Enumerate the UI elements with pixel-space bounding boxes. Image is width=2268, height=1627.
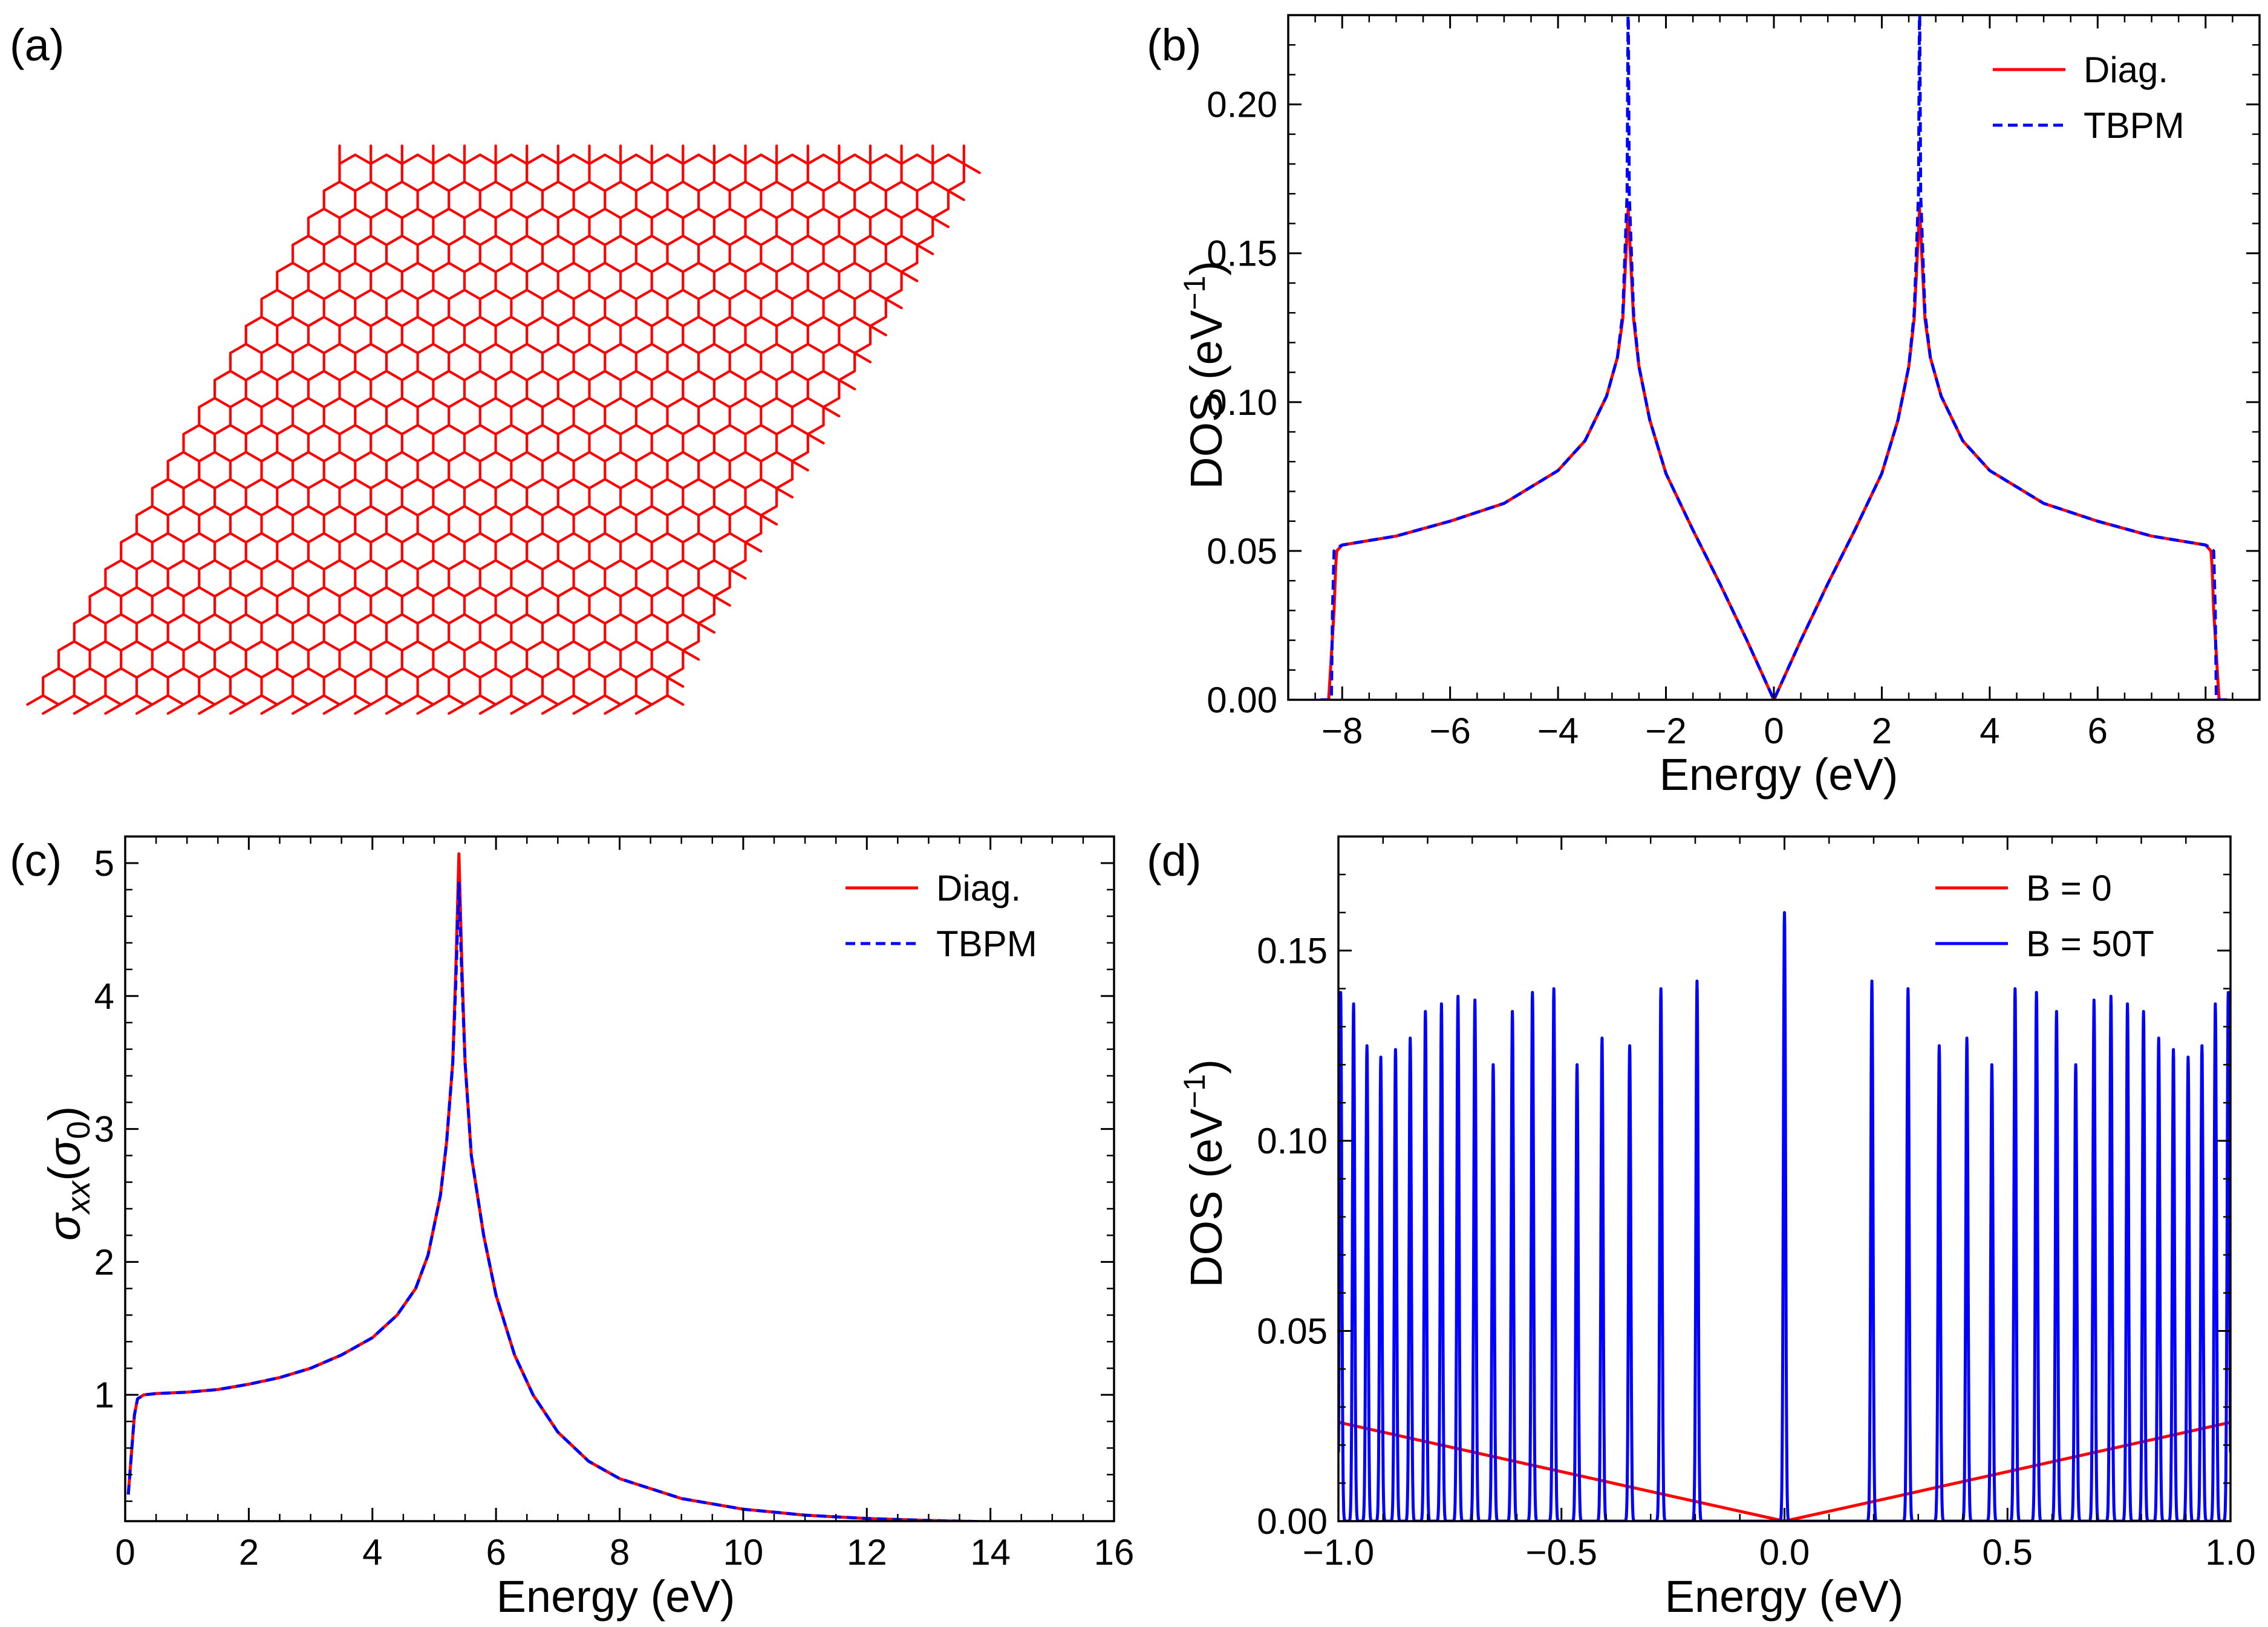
graphene-lattice xyxy=(26,144,981,715)
y-tick-label: 4 xyxy=(94,976,114,1017)
y-tick-label: 0.00 xyxy=(1257,1501,1328,1542)
x-tick-label: 0 xyxy=(115,1532,135,1573)
chart-b: Energy (eV) DOS (eV−1) Diag. TBPM −8 −6 −4 −… xyxy=(1178,14,2261,800)
chart-c: Energy (eV) σxx(σ0) Diag.TBPM 0 2 4 6 8 10 12 1… xyxy=(39,835,1135,1622)
x-tick-label: 0.0 xyxy=(1759,1532,1810,1573)
x-tick-label: −8 xyxy=(1321,711,1363,751)
series-line-tbpm xyxy=(126,881,1069,1521)
x-axis-label: Energy (eV) xyxy=(497,1571,735,1622)
series-line-b-50t xyxy=(1338,911,2231,1521)
series-line-b-0 xyxy=(1338,1421,2231,1521)
legend-label: B = 0 xyxy=(2026,868,2112,908)
x-tick-label: −6 xyxy=(1429,711,1470,751)
x-tick-label: 2 xyxy=(239,1532,259,1573)
legend-label: TBPM xyxy=(936,924,1037,964)
legend-label: B = 50T xyxy=(2026,924,2154,964)
x-axis-label: Energy (eV) xyxy=(1660,749,1898,800)
series-line-diag- xyxy=(1320,207,2227,700)
y-tick-label: 0.15 xyxy=(1207,233,1277,274)
x-tick-label: 0 xyxy=(1764,711,1784,751)
x-tick-label: 10 xyxy=(723,1532,764,1573)
y-tick-label: 3 xyxy=(94,1109,114,1150)
y-tick-label: 5 xyxy=(94,843,114,884)
panel-label-b: (b) xyxy=(1147,20,1201,70)
series-line-tbpm xyxy=(1320,15,2227,700)
y-tick-label: 0.05 xyxy=(1257,1311,1328,1352)
legend-label: Diag. xyxy=(2084,50,2168,90)
chart-d: Energy (eV) DOS (eV−1) B = 0 B = 50T −1.0… xyxy=(1178,835,2256,1622)
x-tick-label: −1.0 xyxy=(1303,1532,1374,1573)
y-tick-label: 0.05 xyxy=(1207,531,1277,572)
x-tick-label: 8 xyxy=(610,1532,630,1573)
x-tick-label: 4 xyxy=(1980,711,1999,751)
x-tick-label: 16 xyxy=(1094,1532,1135,1573)
y-tick-label: 0.15 xyxy=(1257,931,1328,971)
x-tick-label: 2 xyxy=(1872,711,1892,751)
x-tick-label: −2 xyxy=(1645,711,1686,751)
x-tick-label: 6 xyxy=(486,1532,506,1573)
y-tick-label: 0.20 xyxy=(1207,85,1277,125)
legend-label: TBPM xyxy=(2084,105,2185,146)
y-tick-label: 0.00 xyxy=(1207,680,1277,720)
x-tick-label: 0.5 xyxy=(1983,1532,2033,1573)
panel-label-a: (a) xyxy=(10,20,64,70)
y-tick-label: 2 xyxy=(94,1242,114,1282)
x-tick-label: 14 xyxy=(970,1532,1011,1573)
y-axis-label: σxx(σ0) xyxy=(39,1106,97,1241)
legend-label: Diag. xyxy=(936,868,1021,908)
x-tick-label: 8 xyxy=(2195,711,2215,751)
x-tick-label: 12 xyxy=(847,1532,887,1573)
x-tick-label: −0.5 xyxy=(1526,1532,1597,1573)
x-tick-label: 1.0 xyxy=(2205,1532,2255,1573)
x-tick-label: −4 xyxy=(1537,711,1579,751)
lattice-bonds xyxy=(26,144,981,715)
y-tick-label: 0.10 xyxy=(1207,382,1277,423)
y-axis-label: DOS (eV−1) xyxy=(1178,1059,1231,1288)
panel-label-c: (c) xyxy=(10,835,62,885)
x-tick-label: 6 xyxy=(2088,711,2108,751)
y-tick-label: 0.10 xyxy=(1257,1121,1328,1161)
y-tick-label: 1 xyxy=(94,1375,114,1415)
x-tick-label: 4 xyxy=(362,1532,382,1573)
panel-label-d: (d) xyxy=(1147,835,1201,885)
y-axis-label: DOS (eV−1) xyxy=(1178,261,1231,489)
x-axis-label: Energy (eV) xyxy=(1665,1571,1904,1622)
